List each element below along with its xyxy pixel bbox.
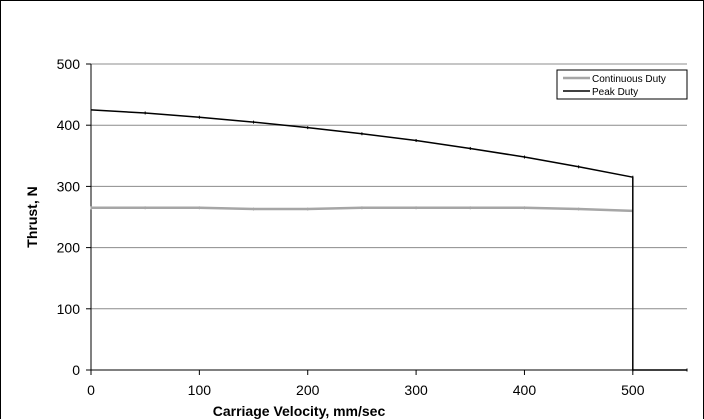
legend-box (556, 69, 688, 100)
y-tick-label: 400 (57, 117, 81, 133)
plot-area (91, 64, 687, 370)
y-tick-label: 200 (57, 240, 81, 256)
legend: Continuous Duty Peak Duty (556, 69, 688, 100)
x-axis-label: Carriage Velocity, mm/sec (213, 403, 386, 419)
x-tick-label: 0 (87, 382, 95, 398)
series-lines (90, 108, 688, 372)
x-tick-label: 200 (296, 382, 320, 398)
y-axis-label: Thrust, N (24, 186, 40, 247)
x-tick-label: 100 (188, 382, 212, 398)
tick-labels: 0 100 200 300 400 500 0 100 200 300 400 500 (57, 56, 645, 398)
y-tick-label: 500 (57, 56, 81, 72)
y-tick-label: 300 (57, 178, 81, 194)
x-tick-label: 300 (404, 382, 428, 398)
axes (86, 63, 687, 375)
y-tick-label: 0 (72, 362, 80, 378)
x-tick-label: 500 (621, 382, 645, 398)
x-tick-label: 400 (513, 382, 537, 398)
legend-label-continuous: Continuous Duty (592, 74, 666, 85)
legend-label-peak: Peak Duty (592, 87, 638, 98)
gridlines (91, 63, 687, 310)
y-tick-label: 100 (57, 301, 81, 317)
